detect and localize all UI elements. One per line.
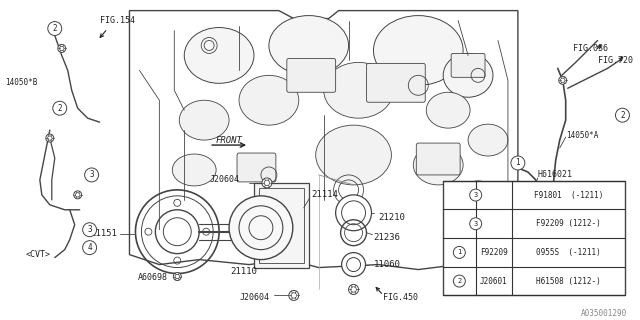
Bar <box>443 181 625 295</box>
Circle shape <box>289 291 299 300</box>
Circle shape <box>559 76 566 84</box>
Circle shape <box>470 189 482 201</box>
Circle shape <box>470 218 482 230</box>
Ellipse shape <box>324 62 394 118</box>
Text: 21236: 21236 <box>374 233 401 242</box>
Circle shape <box>52 101 67 115</box>
Text: 14050*B: 14050*B <box>5 78 37 87</box>
Text: FIG.036: FIG.036 <box>573 44 607 53</box>
Circle shape <box>616 108 629 122</box>
Text: A035001290: A035001290 <box>581 309 627 318</box>
Text: 2: 2 <box>620 111 625 120</box>
Text: FRONT: FRONT <box>216 136 243 145</box>
Text: F92209: F92209 <box>480 248 508 257</box>
Text: FIG.720: FIG.720 <box>598 56 632 65</box>
Text: 3: 3 <box>474 192 478 198</box>
Text: J20604: J20604 <box>209 175 239 184</box>
Circle shape <box>453 275 465 287</box>
Text: 21151: 21151 <box>91 229 118 238</box>
Text: 0955S  (-1211): 0955S (-1211) <box>536 248 601 257</box>
Circle shape <box>48 21 61 36</box>
FancyBboxPatch shape <box>237 153 276 182</box>
Text: J20604: J20604 <box>239 293 269 302</box>
Circle shape <box>453 246 465 258</box>
Ellipse shape <box>413 145 463 185</box>
FancyBboxPatch shape <box>416 143 460 175</box>
Text: 1: 1 <box>516 158 520 167</box>
Text: 14050*A: 14050*A <box>566 131 598 140</box>
Circle shape <box>83 241 97 255</box>
Circle shape <box>511 156 525 170</box>
Circle shape <box>229 196 293 260</box>
FancyBboxPatch shape <box>287 59 335 92</box>
Ellipse shape <box>179 100 229 140</box>
Text: A60698: A60698 <box>138 273 168 282</box>
Text: J20601: J20601 <box>480 276 508 286</box>
Text: 3: 3 <box>90 171 94 180</box>
Ellipse shape <box>374 16 463 85</box>
Circle shape <box>58 44 66 52</box>
Circle shape <box>46 134 54 142</box>
Ellipse shape <box>239 75 299 125</box>
Polygon shape <box>129 11 518 269</box>
Text: H616021: H616021 <box>538 171 573 180</box>
FancyBboxPatch shape <box>451 53 485 77</box>
Text: 2: 2 <box>58 104 62 113</box>
Text: FIG.450: FIG.450 <box>383 293 419 302</box>
Bar <box>259 188 304 263</box>
Ellipse shape <box>460 181 496 209</box>
Circle shape <box>74 191 82 199</box>
Text: 1: 1 <box>457 249 461 255</box>
Text: 3: 3 <box>474 221 478 227</box>
Text: H61508 (1212-): H61508 (1212-) <box>536 276 601 286</box>
Text: 2: 2 <box>52 24 57 33</box>
Text: 11060: 11060 <box>374 260 401 269</box>
Ellipse shape <box>269 16 349 75</box>
Circle shape <box>342 252 365 276</box>
Ellipse shape <box>426 92 470 128</box>
Text: FIG.154: FIG.154 <box>100 16 134 25</box>
Text: 4: 4 <box>87 243 92 252</box>
Text: 3: 3 <box>87 225 92 234</box>
Circle shape <box>335 195 371 231</box>
Text: F91801  (-1211): F91801 (-1211) <box>534 190 603 200</box>
Text: <CVT>: <CVT> <box>26 250 51 259</box>
Text: 2: 2 <box>457 278 461 284</box>
Ellipse shape <box>184 28 254 83</box>
Text: F92209 (1212-): F92209 (1212-) <box>536 219 601 228</box>
Circle shape <box>262 178 272 188</box>
Ellipse shape <box>172 154 216 186</box>
Text: 21110: 21110 <box>230 267 257 276</box>
Ellipse shape <box>468 124 508 156</box>
Circle shape <box>84 168 99 182</box>
Ellipse shape <box>443 53 493 97</box>
Circle shape <box>173 273 181 281</box>
Bar <box>254 183 308 268</box>
FancyBboxPatch shape <box>367 63 425 102</box>
Circle shape <box>83 223 97 237</box>
Ellipse shape <box>316 125 392 185</box>
Text: 21114: 21114 <box>312 190 339 199</box>
Circle shape <box>349 284 358 294</box>
Text: 21210: 21210 <box>378 213 405 222</box>
